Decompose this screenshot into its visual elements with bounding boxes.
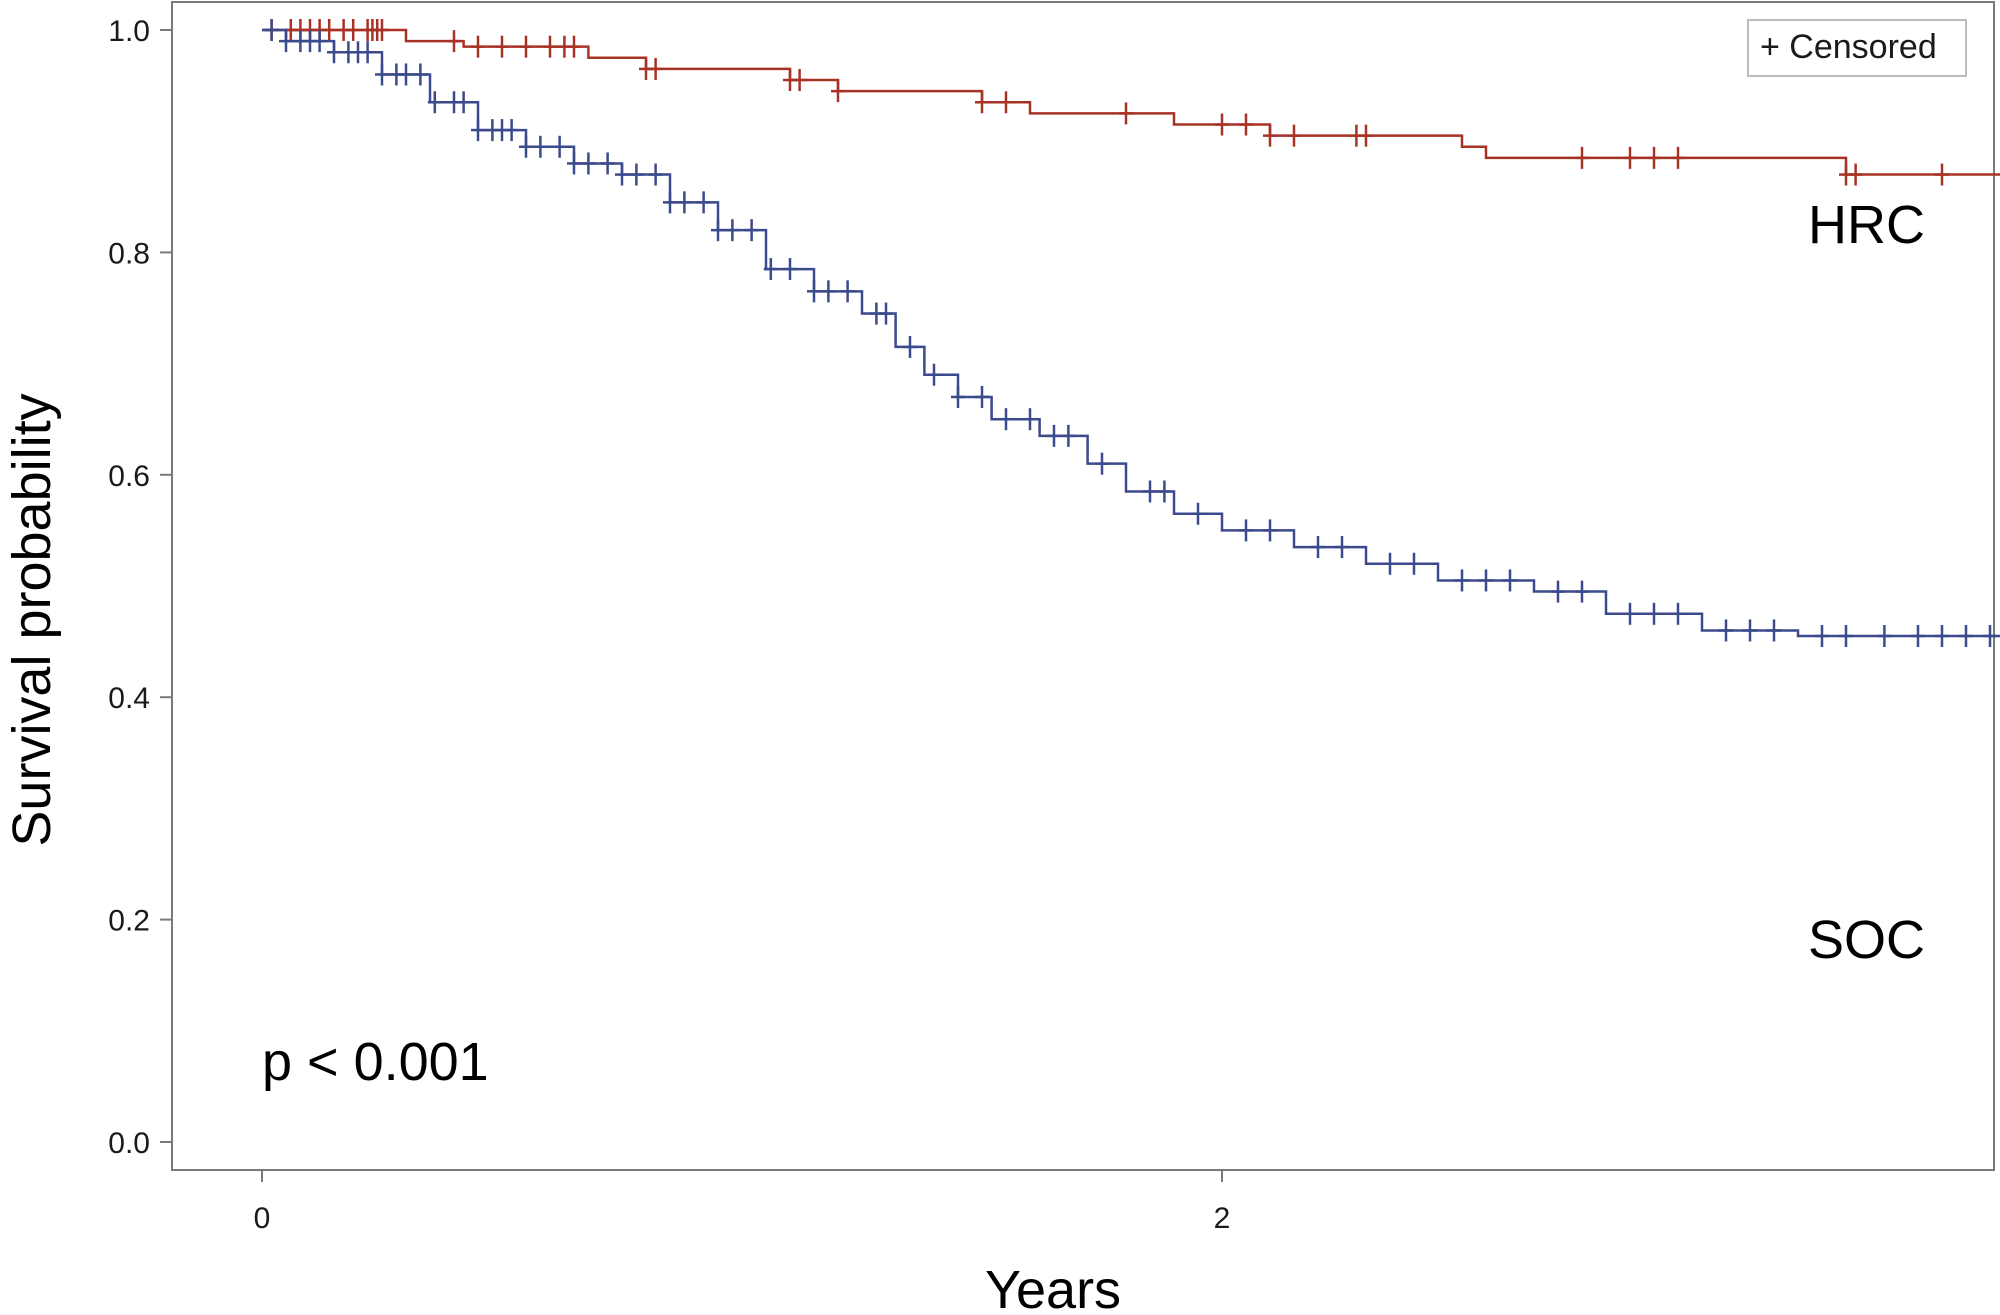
y-tick-label: 0.4: [108, 682, 150, 715]
y-tick-label: 0.8: [108, 237, 150, 270]
series-label-soc: SOC: [1808, 910, 1925, 970]
x-tick-label: 2: [1214, 1202, 1231, 1235]
legend-label: + Censored: [1760, 28, 1937, 66]
y-tick-label: 0.6: [108, 460, 150, 493]
soc-survival-curve: [262, 28, 2000, 638]
y-tick-label: 0.0: [108, 1127, 150, 1160]
x-tick-label: 0: [254, 1202, 271, 1235]
x-axis: 0246: [254, 1170, 1231, 1235]
series-hrc: [262, 19, 2000, 186]
legend: + Censored: [1747, 19, 1967, 77]
p-value-annotation: p < 0.001: [262, 1032, 489, 1092]
y-tick-label: 0.2: [108, 905, 150, 938]
x-axis-title: Years: [985, 1260, 1121, 1315]
y-tick-label: 1.0: [108, 15, 150, 48]
y-axis-title: Survival probability: [2, 393, 62, 846]
legend-box: [1747, 19, 1967, 77]
series-label-hrc: HRC: [1808, 195, 1925, 255]
plot-frame: [171, 1, 1995, 1171]
series-layer: [262, 19, 2000, 648]
series-soc: [262, 19, 2000, 648]
y-axis: 0.0 0.2 0.4 0.6 0.8 1.0: [108, 15, 172, 1160]
